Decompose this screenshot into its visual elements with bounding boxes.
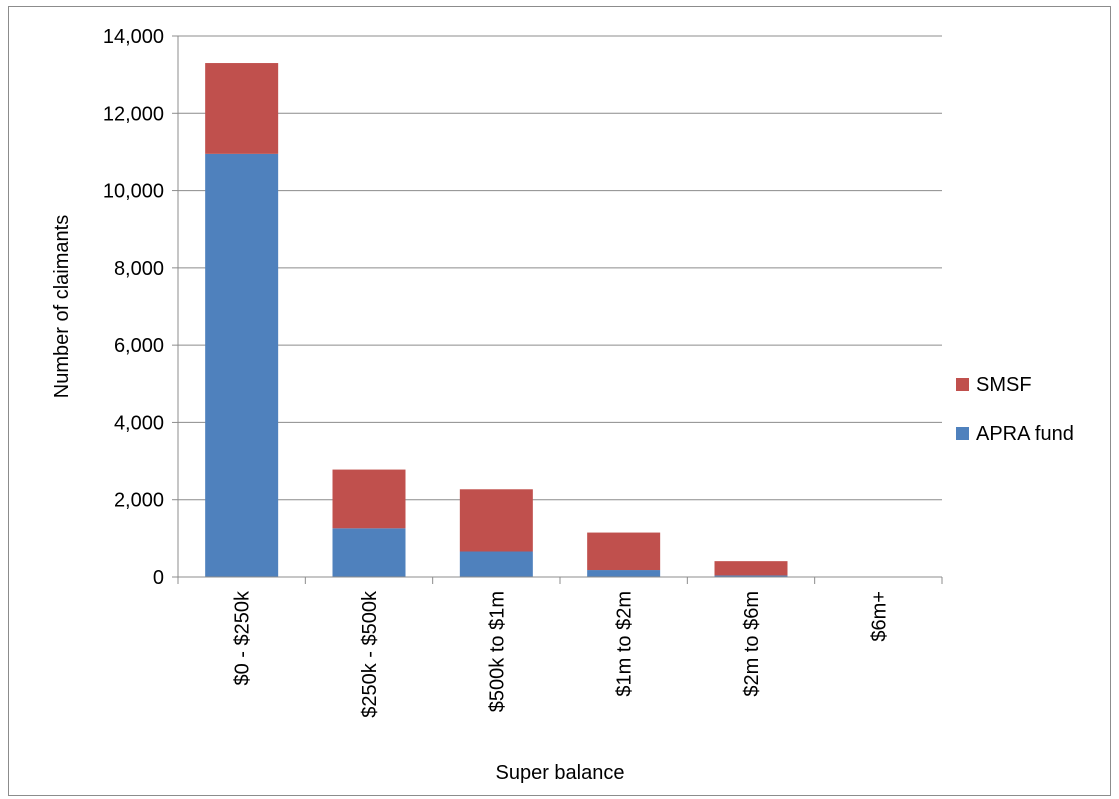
gridlines	[178, 36, 942, 500]
legend-label: APRA fund	[976, 423, 1074, 445]
bar-smsf	[205, 63, 278, 154]
y-tick-label: 8,000	[114, 258, 164, 280]
bar-apra-fund	[205, 154, 278, 577]
y-tick-labels: 0 2,000 4,000 6,000 8,000 10,000 12,000 14,000	[103, 26, 164, 589]
y-axis-title: Number of claimants	[51, 215, 73, 398]
bar-smsf	[715, 561, 788, 575]
x-axis-title: Super balance	[496, 762, 625, 784]
y-tick-label: 10,000	[103, 181, 164, 203]
bar-apra-fund	[587, 570, 660, 577]
bar-smsf	[587, 533, 660, 570]
x-tick-label: $6m+	[868, 591, 890, 642]
legend-label: SMSF	[976, 374, 1032, 396]
x-tick-label: $0 - $250k	[232, 590, 254, 686]
x-tick-label: $2m to $6m	[741, 591, 763, 697]
x-tick-label: $1m to $2m	[614, 591, 636, 697]
legend-swatch	[956, 427, 969, 440]
y-tick-label: 2,000	[114, 490, 164, 512]
bar-apra-fund	[333, 528, 406, 577]
bar-apra-fund	[460, 551, 533, 577]
x-tick-labels: $0 - $250k $250k - $500k $500k to $1m $1m t…	[232, 590, 891, 718]
y-tick-label: 6,000	[114, 335, 164, 357]
bar-smsf	[333, 470, 406, 529]
axes	[172, 36, 942, 584]
y-tick-label: 12,000	[103, 103, 164, 125]
legend-swatch	[956, 378, 969, 391]
bar-smsf	[460, 489, 533, 551]
y-tick-label: 0	[153, 567, 164, 589]
y-tick-label: 4,000	[114, 412, 164, 434]
x-tick-label: $250k - $500k	[359, 590, 381, 718]
legend: SMSF APRA fund	[956, 374, 1074, 445]
x-tick-label: $500k to $1m	[486, 591, 508, 712]
y-tick-label: 14,000	[103, 26, 164, 48]
